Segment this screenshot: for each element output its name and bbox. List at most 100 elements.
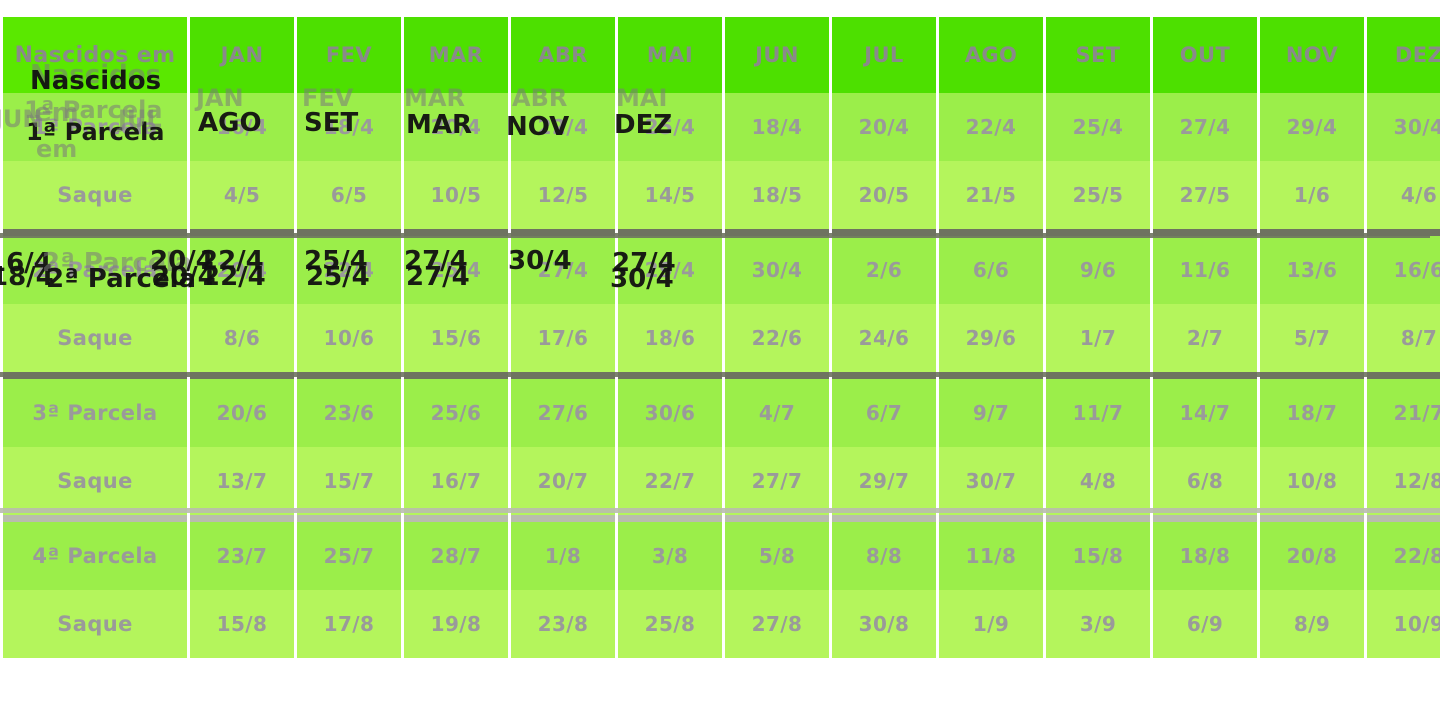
cell-date: 20/8 <box>1260 522 1364 590</box>
header-month-ago: AGO <box>939 17 1043 93</box>
row-label: 4ª Parcela <box>3 522 187 590</box>
separator-cell <box>1046 229 1150 236</box>
cell-date: 6/9 <box>1153 590 1257 658</box>
cell-date: 12/5 <box>511 161 615 229</box>
separator-cell <box>618 515 722 522</box>
separator-cell <box>297 372 401 379</box>
separator-cell <box>939 515 1043 522</box>
cell-date: 15/8 <box>1046 522 1150 590</box>
cell-date: 4/8 <box>1046 447 1150 515</box>
separator-cell <box>3 372 187 379</box>
cell-date: 27/4 <box>1153 93 1257 161</box>
cell-date: 13/6 <box>1260 236 1364 304</box>
cell-date: 18/4 <box>725 93 829 161</box>
table-row: Saque 8/6 10/6 15/6 17/6 18/6 22/6 24/6 29/6 1/7 2… <box>3 304 1440 372</box>
row-label: 3ª Parcela <box>3 379 187 447</box>
table-row: 4ª Parcela 23/7 25/7 28/7 1/8 3/8 5/8 8/8 11/8 15… <box>3 522 1440 590</box>
cell-date: 22/4 <box>511 93 615 161</box>
cell-date: 20/6 <box>190 379 294 447</box>
cell-date: 23/7 <box>190 522 294 590</box>
separator-cell <box>1367 515 1440 522</box>
cell-date: 5/8 <box>725 522 829 590</box>
cell-date: 2/6 <box>832 236 936 304</box>
cell-date: 10/6 <box>297 304 401 372</box>
cell-date: 13/7 <box>190 447 294 515</box>
table-header-row: Nascidos em JAN FEV MAR ABR MAI JUN JUL … <box>3 17 1440 93</box>
cell-date: 5/7 <box>1260 304 1364 372</box>
cell-date: 14/7 <box>1153 379 1257 447</box>
cell-date: 22/8 <box>1367 522 1440 590</box>
cell-date: 15/6 <box>404 304 508 372</box>
cell-date: 2/7 <box>1153 304 1257 372</box>
cell-date: 6/6 <box>939 236 1043 304</box>
cell-date: 8/6 <box>190 304 294 372</box>
cell-date: 18/5 <box>725 161 829 229</box>
cell-date: 17/6 <box>511 304 615 372</box>
separator-cell <box>725 372 829 379</box>
header-month-abr: ABR <box>511 17 615 93</box>
cell-date: 21/7 <box>1367 379 1440 447</box>
cell-date: 11/6 <box>1153 236 1257 304</box>
cell-date: 3/9 <box>1046 590 1150 658</box>
cell-date: 3/8 <box>618 522 722 590</box>
cell-date: 4/7 <box>725 379 829 447</box>
separator-cell <box>404 229 508 236</box>
separator-cell <box>1367 229 1440 236</box>
cell-date: 29/6 <box>939 304 1043 372</box>
cell-date: 8/8 <box>832 522 936 590</box>
separator-cell <box>618 229 722 236</box>
cell-date: 22/4 <box>297 236 401 304</box>
separator-cell <box>1046 372 1150 379</box>
separator-cell <box>1046 515 1150 522</box>
table-row: 3ª Parcela 20/6 23/6 25/6 27/6 30/6 4/7 6/7 9/7 1… <box>3 379 1440 447</box>
separator-cell <box>511 229 615 236</box>
cell-date: 25/7 <box>297 522 401 590</box>
cell-date: 29/7 <box>832 447 936 515</box>
cell-date: 27/8 <box>725 590 829 658</box>
table-row: 1ª Parcela 16/4 18/4 20/4 22/4 25/4 18/4 20/4 22… <box>3 93 1440 161</box>
separator-cell <box>1260 229 1364 236</box>
cell-date: 1/7 <box>1046 304 1150 372</box>
separator-cell <box>297 515 401 522</box>
cell-date: 17/8 <box>297 590 401 658</box>
row-separator <box>3 372 1440 379</box>
cell-date: 10/9 <box>1367 590 1440 658</box>
row-separator <box>3 229 1440 236</box>
separator-cell <box>725 515 829 522</box>
cell-date: 23/6 <box>297 379 401 447</box>
separator-cell <box>3 515 187 522</box>
cell-date: 8/9 <box>1260 590 1364 658</box>
row-label: Saque <box>3 590 187 658</box>
cell-date: 30/4 <box>1367 93 1440 161</box>
separator-cell <box>511 515 615 522</box>
header-month-jun: JUN <box>725 17 829 93</box>
header-month-fev: FEV <box>297 17 401 93</box>
header-month-mar: MAR <box>404 17 508 93</box>
cell-date: 25/4 <box>618 93 722 161</box>
cell-date: 4/6 <box>1367 161 1440 229</box>
cell-date: 23/8 <box>511 590 615 658</box>
separator-cell <box>1153 515 1257 522</box>
separator-cell <box>725 229 829 236</box>
table-row: 2ª Parcela 20/4 22/4 25/4 27/4 29/4 30/4 2/6 6/6… <box>3 236 1440 304</box>
separator-cell <box>1260 515 1364 522</box>
cell-date: 11/7 <box>1046 379 1150 447</box>
cell-date: 18/7 <box>1260 379 1364 447</box>
cell-date: 15/7 <box>297 447 401 515</box>
cell-date: 12/8 <box>1367 447 1440 515</box>
cell-date: 20/5 <box>832 161 936 229</box>
cell-date: 16/7 <box>404 447 508 515</box>
header-month-jan: JAN <box>190 17 294 93</box>
separator-cell <box>1153 229 1257 236</box>
cell-date: 25/5 <box>1046 161 1150 229</box>
cell-date: 14/5 <box>618 161 722 229</box>
cell-date: 1/9 <box>939 590 1043 658</box>
calendar-table: Nascidos em JAN FEV MAR ABR MAI JUN JUL … <box>0 17 1440 658</box>
cell-date: 18/8 <box>1153 522 1257 590</box>
cell-date: 24/6 <box>832 304 936 372</box>
cell-date: 30/8 <box>832 590 936 658</box>
header-month-jul: JUL <box>832 17 936 93</box>
separator-cell <box>939 229 1043 236</box>
cell-date: 9/6 <box>1046 236 1150 304</box>
cell-date: 10/8 <box>1260 447 1364 515</box>
